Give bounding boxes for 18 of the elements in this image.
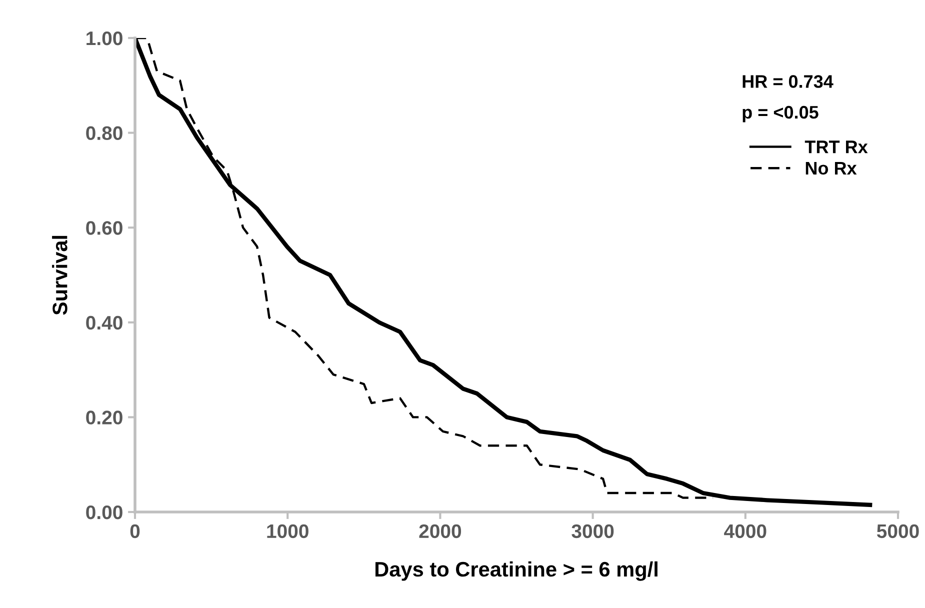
y-tick-label: 0.40 xyxy=(86,316,122,330)
x-tick-label: 0 xyxy=(130,524,140,538)
annotation: HR = 0.734 xyxy=(742,75,834,88)
y-tick-label: 0.20 xyxy=(86,410,122,424)
y-tick-label: 0.00 xyxy=(86,505,122,520)
y-tick-label: 0.80 xyxy=(86,126,122,140)
x-tick-label: 4000 xyxy=(724,524,766,538)
x-tick-label: 1000 xyxy=(267,524,308,538)
legend-label: No Rx xyxy=(806,162,857,175)
y-axis-title: Survival xyxy=(52,236,68,315)
x-tick-label: 3000 xyxy=(572,524,614,538)
x-axis-title: Days to Creatinine > = 6 mg/l xyxy=(375,561,658,581)
annotation: p = <0.05 xyxy=(742,106,818,122)
y-tick-label: 0.60 xyxy=(86,221,122,235)
x-tick-label: 5000 xyxy=(876,524,919,538)
legend-label: TRT Rx xyxy=(804,140,868,154)
x-tick-label: 2000 xyxy=(419,524,462,538)
y-tick-label: 1.00 xyxy=(86,31,122,46)
